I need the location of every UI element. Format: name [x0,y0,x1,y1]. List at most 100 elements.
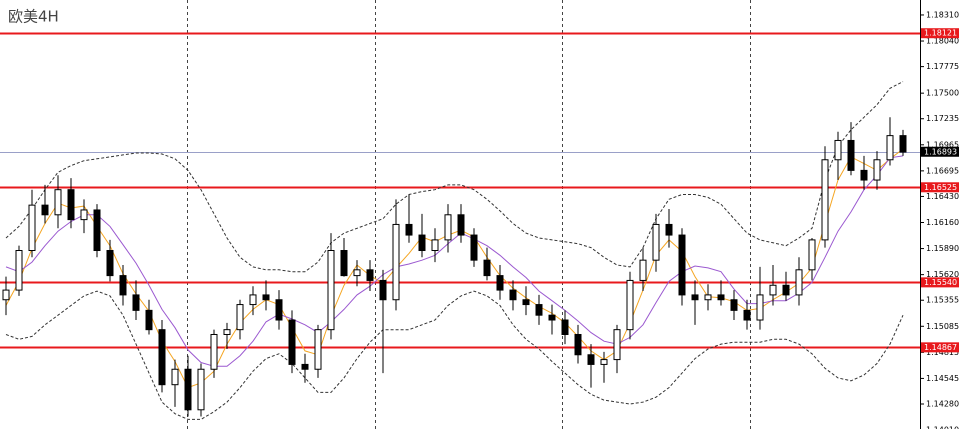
candle-body [886,135,894,161]
candle-body [730,299,738,311]
y-tick-label: 1.17775 [926,62,959,71]
candle-body [145,309,153,331]
candle-body [223,329,231,335]
candle-body [574,333,582,356]
indicator-line [5,81,904,273]
candle-body [704,294,712,301]
candle-body [444,214,452,241]
candle-body [860,169,868,181]
price-tag: 1.16893 [924,147,957,156]
candle-body [665,223,673,236]
candle-body [899,135,907,153]
candle-body [93,209,101,252]
y-tick-label: 1.15085 [926,322,959,331]
candle-body [67,189,75,221]
candle-body [795,269,803,296]
y-tick-label: 1.14280 [926,399,959,408]
candle-body [691,294,699,301]
y-tick-label: 1.18040 [926,37,959,46]
candle-body [327,250,335,331]
candle-body [275,299,283,321]
candle-body [678,234,686,296]
candle-body [210,333,218,370]
candle-body [548,314,556,321]
candle-body [366,269,374,281]
candle-body [756,294,764,321]
y-tick-label: 1.14815 [926,348,959,357]
price-tag-bg [921,182,959,193]
candle-body [561,319,569,335]
price-tag: 1.18121 [924,29,957,38]
candle-body [496,275,504,291]
y-tick-label: 1.16430 [926,192,959,201]
candle-body [132,294,140,311]
candle-body [587,354,595,365]
y-tick-label: 1.17500 [926,89,959,98]
candle-body [613,329,621,361]
y-tick-label: 1.18310 [926,10,959,19]
candle-body [301,363,309,370]
candle-body [41,204,49,216]
price-tag-bg [921,277,959,288]
candle-body [249,294,257,306]
candle-body [80,209,88,221]
y-tick-label: 1.16695 [926,166,959,175]
candle-body [262,294,270,301]
candle-body [626,279,634,331]
candle-body [470,234,478,261]
y-tick-label: 1.16965 [926,140,959,149]
y-tick-label: 1.15620 [926,270,959,279]
price-tag: 1.16525 [924,183,957,192]
candle-body [106,250,114,277]
candle-body [535,304,543,316]
candle-body [119,275,127,296]
candle-body [509,289,517,301]
candle-body [15,250,23,291]
candle-body [639,259,647,281]
candle-body [821,159,829,241]
price-tag-bg [921,146,959,157]
candle-body [743,309,751,321]
candle-body [392,223,400,301]
candle-body [28,204,36,252]
candle-body [483,259,491,277]
candle-body [873,159,881,181]
price-tag: 1.14867 [924,343,957,352]
candle-body [522,299,530,306]
price-tag: 1.15540 [924,278,957,287]
y-tick-label: 1.16160 [926,218,959,227]
candle-body [379,279,387,301]
candle-body [769,284,777,296]
y-tick-label: 1.17235 [926,114,959,123]
y-tick-label: 1.14010 [926,426,959,429]
candle-body [340,250,348,277]
y-tick-label: 1.15355 [926,296,959,305]
candle-body [171,368,179,386]
price-tag-bg [921,342,959,353]
candle-body [808,239,816,271]
indicator-line [5,155,904,367]
y-tick-label: 1.15890 [926,244,959,253]
candle-body [288,319,296,365]
candle-body [353,269,361,277]
candle-body [847,139,855,171]
candle-body [197,368,205,411]
candle-body [184,368,192,411]
candle-body [158,329,166,386]
candle-body [2,289,10,301]
candle-body [600,359,608,365]
candle-body [54,189,62,216]
candle-body [418,234,426,252]
candle-body [457,214,465,236]
candle-body [717,294,725,301]
candle-body [236,304,244,331]
candle-body [405,223,413,236]
y-tick-label: 1.14545 [926,374,959,383]
price-tag-bg [921,28,959,39]
candle-body [314,329,322,370]
indicator-line [5,148,904,389]
candle-body [431,239,439,252]
candle-body [834,139,842,161]
